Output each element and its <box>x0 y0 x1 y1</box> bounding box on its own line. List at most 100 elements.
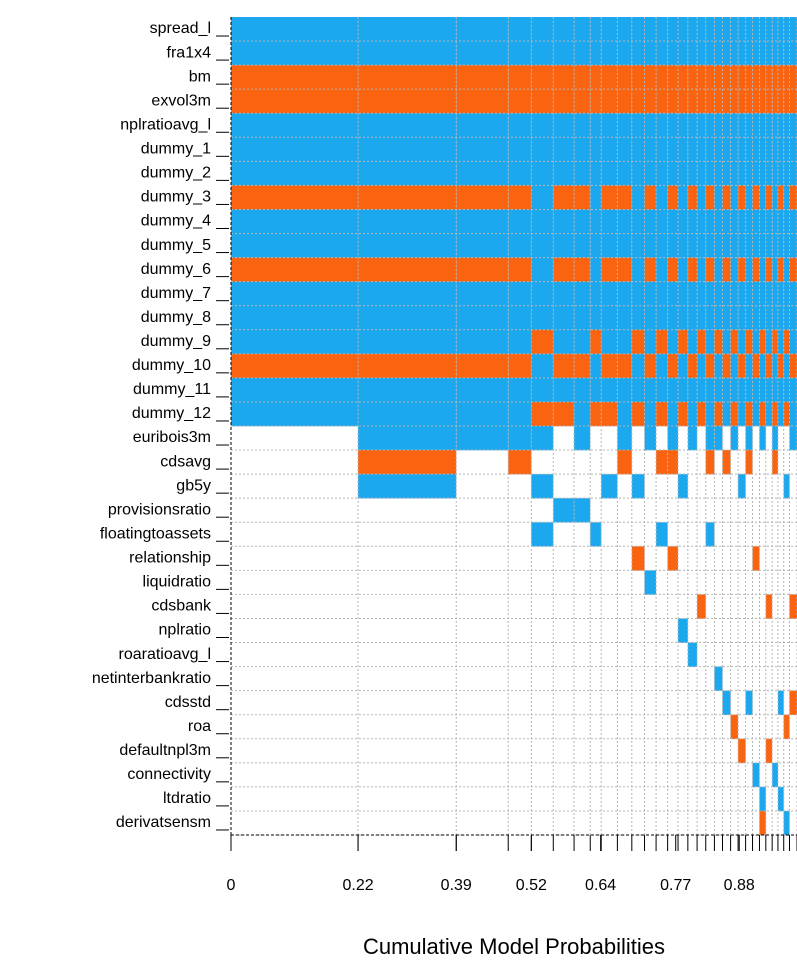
inclusion-cell <box>656 546 668 570</box>
inclusion-cell <box>738 738 746 764</box>
inclusion-cell <box>678 522 688 546</box>
inclusion-cell <box>714 41 723 66</box>
inclusion-cell <box>508 667 531 691</box>
inclusion-cell <box>644 377 657 403</box>
inclusion-cell <box>656 618 668 642</box>
inclusion-cell <box>678 185 688 210</box>
inclusion-cell <box>722 618 730 642</box>
inclusion-cell <box>706 618 715 642</box>
inclusion-cell <box>772 426 778 451</box>
inclusion-cell <box>772 377 778 403</box>
inclusion-cell <box>738 643 746 667</box>
inclusion-cell <box>765 113 773 138</box>
inclusion-cell <box>678 811 688 835</box>
inclusion-cell <box>759 305 766 331</box>
inclusion-cell <box>765 89 773 114</box>
inclusion-cell <box>601 305 618 331</box>
inclusion-cell <box>574 329 591 355</box>
inclusion-cell <box>531 257 554 282</box>
inclusion-cell <box>722 450 731 475</box>
inclusion-cell <box>697 739 706 763</box>
inclusion-cell <box>590 137 602 162</box>
inclusion-cell <box>697 401 706 427</box>
inclusion-cell <box>231 715 358 739</box>
inclusion-cell <box>644 257 657 282</box>
inclusion-cell <box>687 426 698 451</box>
inclusion-cell <box>759 281 766 307</box>
inclusion-cell <box>789 690 797 716</box>
inclusion-cell <box>358 353 457 379</box>
inclusion-cell <box>456 353 509 379</box>
inclusion-cell <box>645 498 657 522</box>
inclusion-cell <box>590 161 602 186</box>
inclusion-cell <box>784 618 790 642</box>
inclusion-cell <box>667 17 679 42</box>
inclusion-cell <box>358 691 456 715</box>
inclusion-cell <box>617 618 631 642</box>
inclusion-cell <box>667 257 679 282</box>
inclusion-cell <box>601 594 617 618</box>
inclusion-cell <box>714 594 722 618</box>
inclusion-cell <box>772 594 778 618</box>
inclusion-cell <box>667 377 679 403</box>
inclusion-cell <box>789 426 797 451</box>
inclusion-cell <box>231 426 358 450</box>
inclusion-cell <box>778 643 784 667</box>
inclusion-cell <box>714 257 723 282</box>
inclusion-cell <box>631 209 645 234</box>
row-label: relationship <box>129 550 211 567</box>
inclusion-cell <box>759 89 766 114</box>
inclusion-cell <box>358 113 457 138</box>
inclusion-cell <box>508 811 531 835</box>
inclusion-cell <box>705 113 715 138</box>
inclusion-cell <box>738 474 746 499</box>
inclusion-cell <box>753 643 760 667</box>
inclusion-cell <box>644 113 657 138</box>
inclusion-cell <box>656 667 668 691</box>
row-label: bm <box>189 68 211 85</box>
inclusion-cell <box>759 113 766 138</box>
inclusion-cell <box>714 137 723 162</box>
inclusion-cell <box>656 715 668 739</box>
inclusion-cell <box>656 739 668 763</box>
inclusion-cell <box>667 65 679 90</box>
inclusion-cell <box>706 498 715 522</box>
inclusion-cell <box>738 41 746 66</box>
inclusion-cell <box>231 498 358 522</box>
inclusion-cell <box>714 305 723 331</box>
inclusion-cell <box>789 546 797 570</box>
inclusion-cell <box>574 17 591 42</box>
inclusion-cell <box>508 450 532 475</box>
inclusion-cell <box>531 17 554 42</box>
inclusion-cell <box>644 209 657 234</box>
inclusion-cell <box>553 329 575 355</box>
inclusion-cell <box>667 89 679 114</box>
inclusion-cell <box>765 41 773 66</box>
inclusion-cell <box>772 546 778 570</box>
inclusion-cell <box>645 787 657 811</box>
inclusion-cell <box>789 89 797 114</box>
inclusion-cell <box>632 426 645 450</box>
inclusion-cell <box>772 65 778 90</box>
inclusion-cell <box>656 257 668 282</box>
inclusion-cell <box>765 401 773 427</box>
inclusion-cell <box>759 209 766 234</box>
inclusion-cell <box>553 787 574 811</box>
inclusion-cell <box>789 17 797 42</box>
inclusion-cell <box>668 763 678 787</box>
inclusion-cell <box>745 113 753 138</box>
inclusion-cell <box>617 281 632 307</box>
inclusion-cell <box>553 281 575 307</box>
inclusion-cell <box>722 594 730 618</box>
inclusion-cell <box>531 691 553 715</box>
inclusion-cell <box>753 667 760 691</box>
inclusion-cell <box>783 209 790 234</box>
inclusion-cell <box>631 329 645 355</box>
inclusion-cell <box>759 185 766 210</box>
inclusion-cell <box>789 739 797 763</box>
inclusion-cell <box>765 353 773 379</box>
inclusion-cell <box>601 89 618 114</box>
inclusion-cell <box>722 89 731 114</box>
inclusion-cell <box>789 329 797 355</box>
inclusion-cell <box>738 522 746 546</box>
